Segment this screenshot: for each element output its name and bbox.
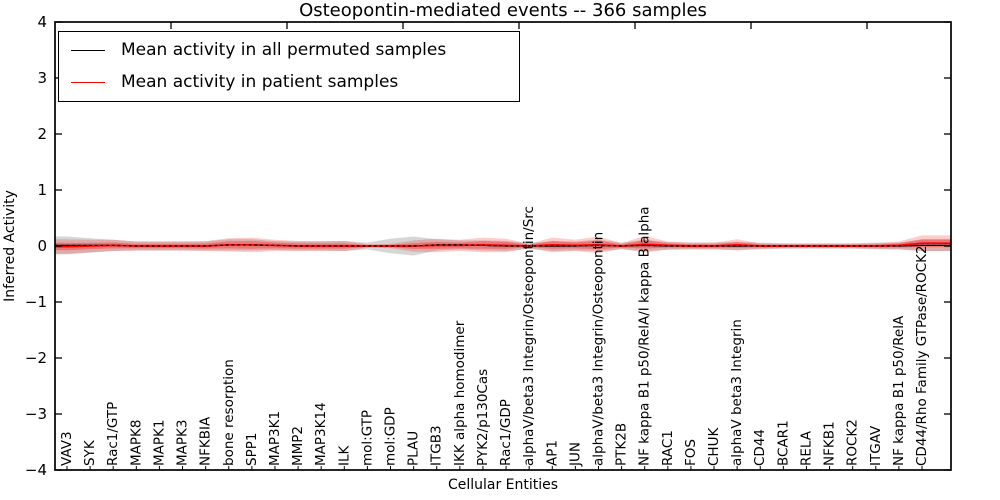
x-tick-label-text: CD44/Rho Family GTPase/ROCK2 xyxy=(914,245,930,466)
x-tick-label-text: RAC1 xyxy=(660,430,676,466)
x-tick-label-text: Rac1/GTP xyxy=(105,402,121,466)
x-tick-label: JUN xyxy=(567,442,583,467)
legend-entry-label: Mean activity in patient samples xyxy=(121,72,399,92)
x-tick-label: Rac1/GDP xyxy=(498,399,514,466)
x-tick-label-text: ILK xyxy=(336,444,352,466)
x-tick-label: RAC1 xyxy=(660,430,676,466)
y-tick-label: −1 xyxy=(25,293,47,311)
x-tick-label-text: RELA xyxy=(799,430,815,466)
legend-entry: Mean activity in patient samples xyxy=(69,70,509,94)
x-tick-label: PLAU xyxy=(406,431,422,466)
x-tick-label-text: MAPK8 xyxy=(128,420,144,466)
x-tick-label: IKK alpha homodimer xyxy=(452,320,468,466)
x-tick-label: VAV3 xyxy=(59,431,75,466)
x-tick-label: mol:GDP xyxy=(383,407,399,466)
y-tick-label: 1 xyxy=(37,181,47,199)
x-tick-label-text: ITGB3 xyxy=(429,425,445,466)
x-tick-label: NF kappa B1 p50/RelA/I kappa B alpha xyxy=(637,206,653,466)
x-tick-label-text: MAP3K14 xyxy=(313,402,329,466)
x-tick-label-text: Rac1/GDP xyxy=(498,399,514,466)
y-tick-label: −3 xyxy=(25,405,47,423)
x-tick-label: NFKB1 xyxy=(822,421,838,466)
legend-line-sample xyxy=(71,49,105,51)
x-axis-label: Cellular Entities xyxy=(447,477,559,493)
x-tick-label-text: bone resorption xyxy=(221,359,237,466)
x-tick-label: AP1 xyxy=(544,440,560,466)
x-tick-label-text: SPP1 xyxy=(244,433,260,466)
x-tick-label-text: MAP3K1 xyxy=(267,411,283,466)
x-tick-label-text: NFKB1 xyxy=(822,421,838,466)
x-tick-label: SYK xyxy=(82,439,98,466)
permuted-mean-dashes xyxy=(55,244,951,247)
x-tick-label-text: PTK2B xyxy=(614,423,630,466)
x-tick-label-text: mol:GDP xyxy=(383,407,399,466)
x-tick-label-text: MAPK1 xyxy=(151,420,167,466)
x-tick-label-text: VAV3 xyxy=(59,431,75,466)
x-tick-label: bone resorption xyxy=(221,359,237,466)
x-tick-label: NF kappa B1 p50/RelA xyxy=(891,315,907,466)
legend-line-sample xyxy=(71,81,105,83)
x-tick-label: RELA xyxy=(799,430,815,466)
x-tick-label-text: SYK xyxy=(82,439,98,466)
x-tick-label-text: PYK2/p130Cas xyxy=(475,369,491,466)
x-tick-label: NFKBIA xyxy=(198,416,214,466)
legend-entry-label: Mean activity in all permuted samples xyxy=(121,40,447,60)
x-tick-label: PTK2B xyxy=(614,423,630,466)
legend: Mean activity in all permuted samples Mea… xyxy=(58,31,520,102)
x-tick-label-text: ROCK2 xyxy=(845,419,861,466)
legend-entry: Mean activity in all permuted samples xyxy=(69,38,509,62)
x-tick-label-text: BCAR1 xyxy=(775,420,791,466)
x-tick-label-text: alphaV beta3 Integrin xyxy=(729,319,745,466)
chart-title: Osteopontin-mediated events -- 366 sampl… xyxy=(299,0,707,21)
x-tick-label: MAP3K14 xyxy=(313,402,329,466)
x-tick-label-text: MMP2 xyxy=(290,426,306,466)
x-tick-label: MAPK8 xyxy=(128,420,144,466)
x-tick-label: MAP3K1 xyxy=(267,411,283,466)
y-tick-label: 2 xyxy=(37,125,47,143)
x-tick-label: alphaV/beta3 Integrin/Osteopontin/Src xyxy=(521,206,537,466)
x-tick-label-text: CHUK xyxy=(706,427,722,466)
x-tick-label: BCAR1 xyxy=(775,420,791,466)
x-tick-label-text: FOS xyxy=(683,439,699,466)
x-tick-label-text: PLAU xyxy=(406,431,422,466)
x-tick-label: SPP1 xyxy=(244,433,260,466)
x-tick-label: alphaV beta3 Integrin xyxy=(729,319,745,466)
x-tick-label-text: NFKBIA xyxy=(198,416,214,466)
x-tick-label: CD44 xyxy=(752,429,768,466)
x-tick-label: ROCK2 xyxy=(845,419,861,466)
x-tick-label: mol:GTP xyxy=(359,410,375,466)
x-tick-label: alphaV/beta3 Integrin/Osteopontin xyxy=(591,232,607,466)
x-tick-label: MAPK1 xyxy=(151,420,167,466)
x-tick-label-text: IKK alpha homodimer xyxy=(452,320,468,466)
x-tick-label-text: MAPK3 xyxy=(175,420,191,466)
y-tick-label: −4 xyxy=(25,461,47,479)
y-tick-label: 3 xyxy=(37,69,47,87)
x-tick-label: Rac1/GTP xyxy=(105,402,121,466)
x-tick-label-text: alphaV/beta3 Integrin/Osteopontin/Src xyxy=(521,206,537,466)
x-tick-label-text: mol:GTP xyxy=(359,410,375,466)
x-tick-label-text: alphaV/beta3 Integrin/Osteopontin xyxy=(591,232,607,466)
x-tick-label-text: AP1 xyxy=(544,440,560,466)
y-tick-label: 4 xyxy=(37,13,47,31)
x-tick-label: FOS xyxy=(683,439,699,466)
x-tick-label-text: NF kappa B1 p50/RelA/I kappa B alpha xyxy=(637,206,653,466)
x-tick-label: ITGAV xyxy=(868,425,884,466)
y-tick-label: −2 xyxy=(25,349,47,367)
x-tick-label: CD44/Rho Family GTPase/ROCK2 xyxy=(914,245,930,466)
x-tick-label: ILK xyxy=(336,444,352,466)
x-tick-label-text: JUN xyxy=(567,442,583,467)
x-tick-label: PYK2/p130Cas xyxy=(475,369,491,466)
x-tick-label-text: ITGAV xyxy=(868,425,884,466)
x-tick-label-text: NF kappa B1 p50/RelA xyxy=(891,315,907,466)
x-tick-label: CHUK xyxy=(706,427,722,466)
y-tick-label: 0 xyxy=(37,237,47,255)
x-tick-label: MAPK3 xyxy=(175,420,191,466)
x-tick-label-text: CD44 xyxy=(752,429,768,466)
y-axis-label: Inferred Activity xyxy=(2,190,18,302)
x-tick-label: MMP2 xyxy=(290,426,306,466)
x-tick-label: ITGB3 xyxy=(429,425,445,466)
